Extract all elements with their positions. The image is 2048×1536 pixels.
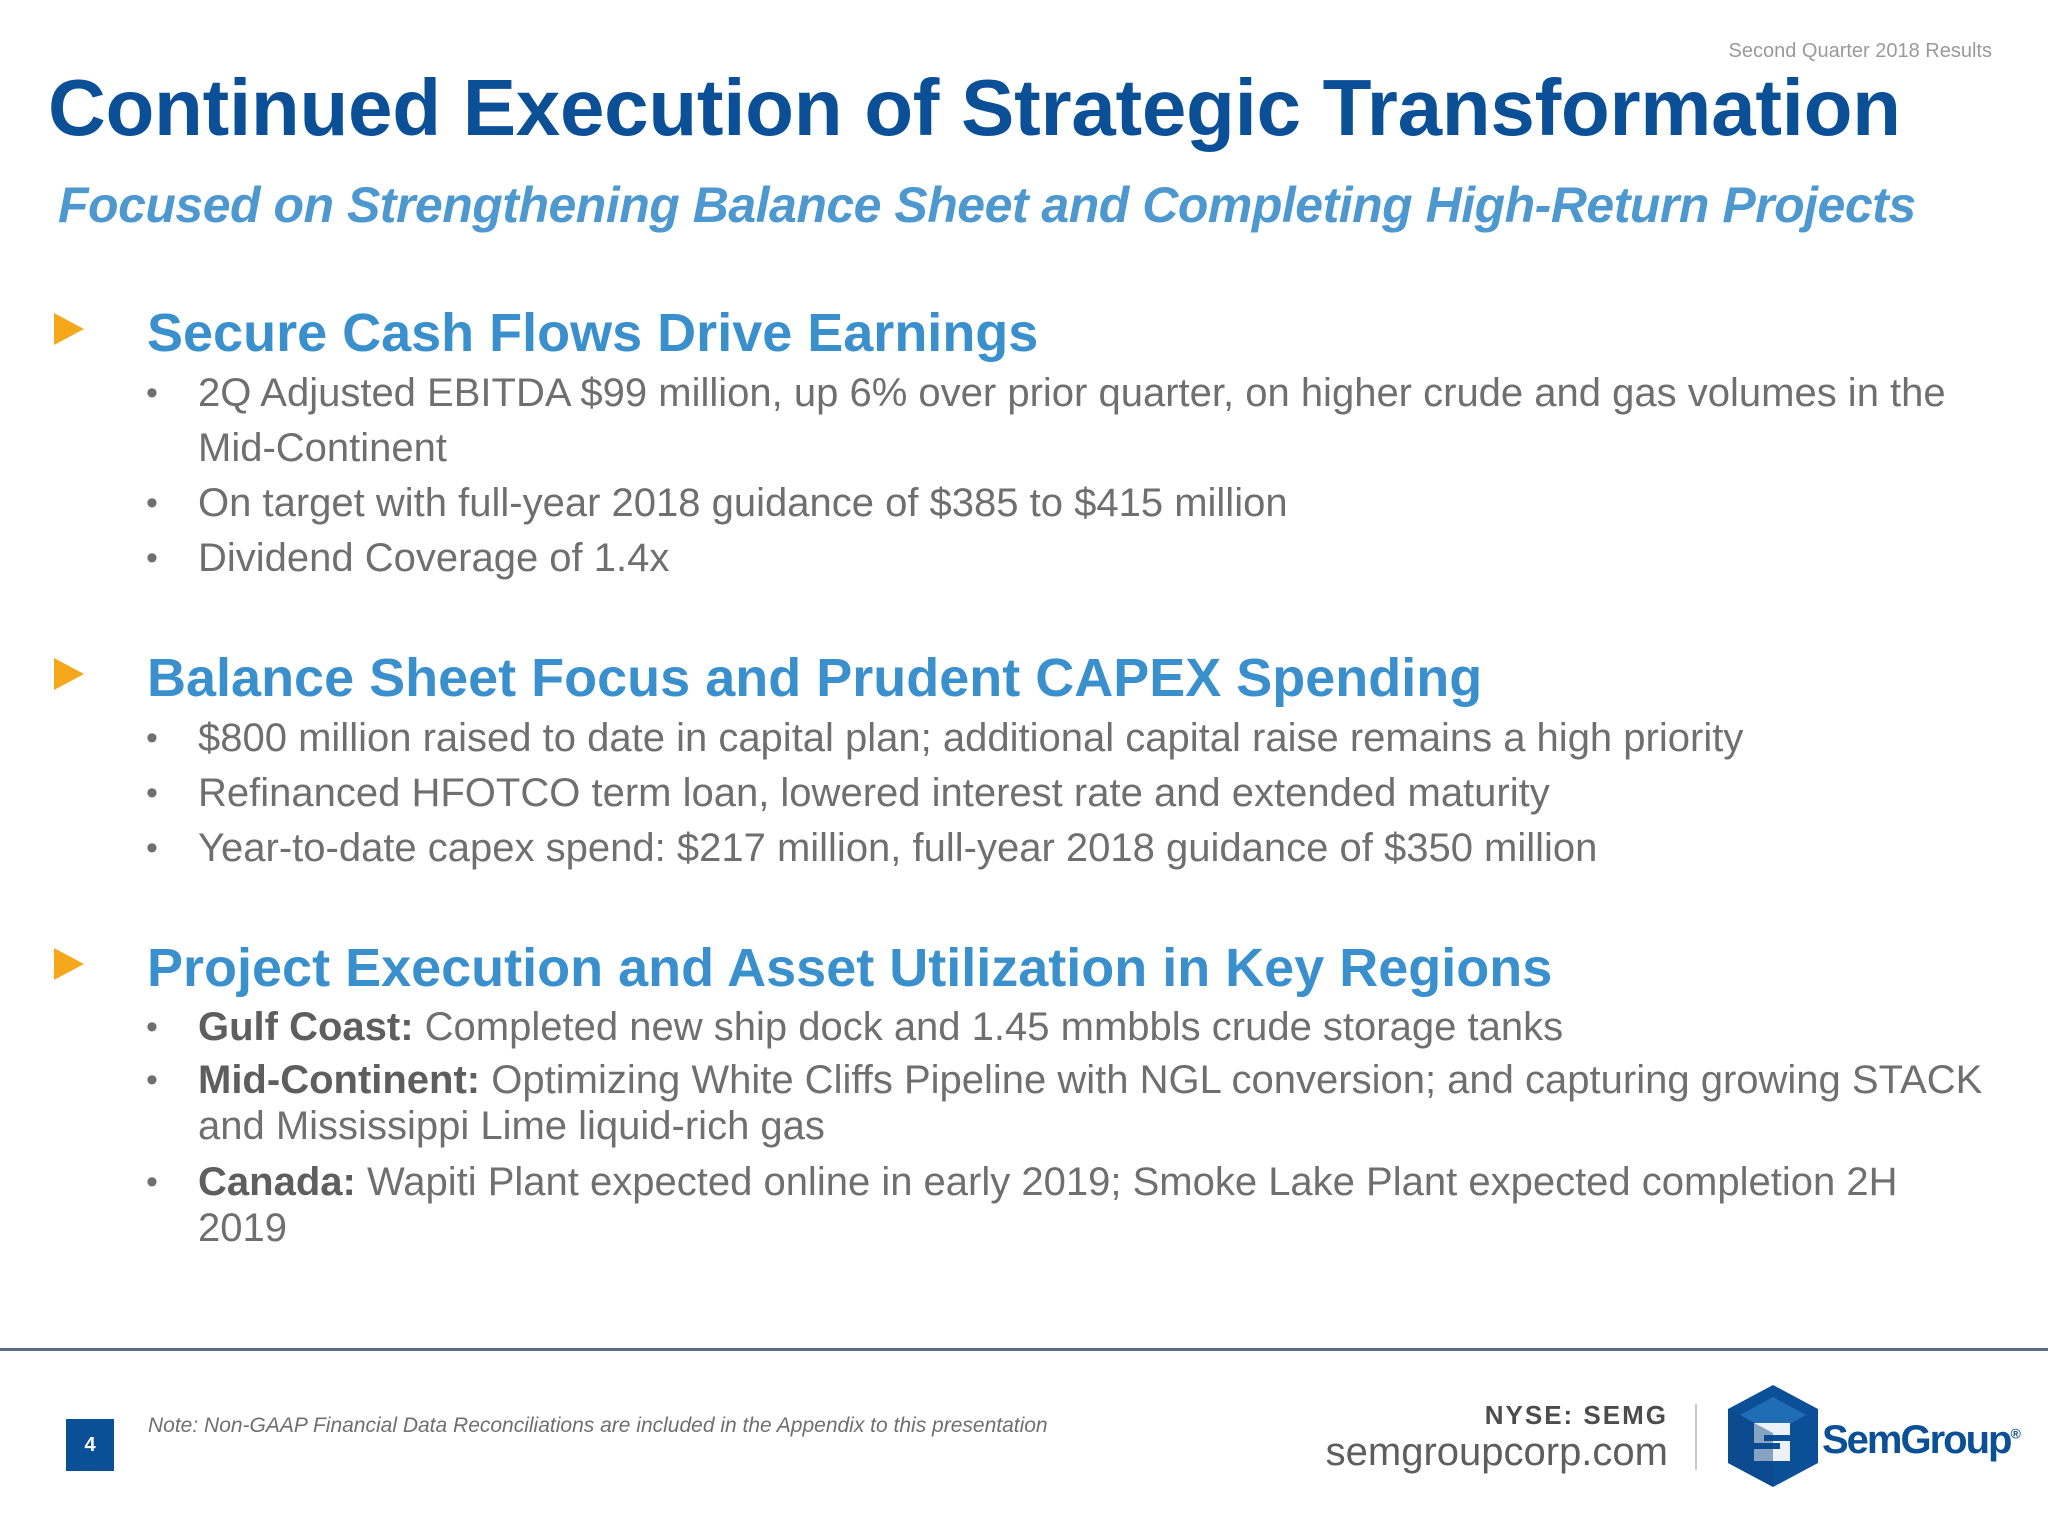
bullet-icon: • [146,719,158,757]
list-item: • Year-to-date capex spend: $217 million… [0,821,2048,876]
footer-note: Note: Non-GAAP Financial Data Reconcilia… [148,1414,1048,1437]
registered-mark: ® [2010,1425,2021,1442]
bullet-text: Wapiti Plant expected online in early 20… [198,1160,1898,1250]
section-title: Secure Cash Flows Drive Earnings [147,303,1039,363]
bullet-text: Optimizing White Cliffs Pipeline with NG… [198,1058,1983,1148]
bullet-icon: • [146,374,158,412]
ticker-symbol: NYSE: SEMG [1484,1400,1668,1430]
bullet-icon: • [146,484,158,522]
bullet-text: Refinanced HFOTCO term loan, lowered int… [198,771,1550,815]
region-label: Mid-Continent: [198,1058,481,1102]
bullet-text: On target with full-year 2018 guidance o… [198,481,1288,525]
section-balance-sheet: Balance Sheet Focus and Prudent CAPEX Sp… [0,645,2048,876]
bullet-text: 2Q Adjusted EBITDA $99 million, up 6% ov… [198,371,1946,470]
bullet-icon: • [146,1163,158,1201]
page-subtitle: Focused on Strengthening Balance Sheet a… [58,177,1916,233]
bullet-text: Dividend Coverage of 1.4x [198,536,670,580]
bullet-icon: • [146,1008,158,1046]
list-item: • Mid-Continent: Optimizing White Cliffs… [0,1057,2048,1149]
region-label: Gulf Coast: [198,1005,414,1049]
section-project-execution: Project Execution and Asset Utilization … [0,935,2048,1261]
triangle-arrow-icon [54,313,84,345]
bullet-text: Year-to-date capex spend: $217 million, … [198,826,1598,870]
bullet-icon: • [146,539,158,577]
bullet-icon: • [146,1061,158,1099]
section-title: Balance Sheet Focus and Prudent CAPEX Sp… [147,648,1483,708]
footer-vertical-divider [1695,1404,1697,1470]
logo-wordmark: SemGroup [1822,1418,2012,1462]
section-cash-flows: Secure Cash Flows Drive Earnings • 2Q Ad… [0,300,2048,586]
list-item: • Canada: Wapiti Plant expected online i… [0,1159,2048,1251]
list-item: • 2Q Adjusted EBITDA $99 million, up 6% … [0,366,2048,476]
page-number: 4 [66,1419,114,1471]
bullet-icon: • [146,774,158,812]
list-item: • Dividend Coverage of 1.4x [0,531,2048,586]
website-link[interactable]: semgroupcorp.com [1325,1430,1668,1474]
company-logo-text: SemGroup® [1822,1418,2021,1463]
region-label: Canada: [198,1160,356,1204]
bullet-text: $800 million raised to date in capital p… [198,716,1744,760]
bullet-icon: • [146,829,158,867]
list-item: • $800 million raised to date in capital… [0,711,2048,766]
semgroup-logo-icon [1728,1385,1818,1487]
triangle-arrow-icon [54,658,84,690]
page-title: Continued Execution of Strategic Transfo… [48,63,1901,152]
bullet-text: Completed new ship dock and 1.45 mmbbls … [424,1005,1564,1049]
list-item: • Refinanced HFOTCO term loan, lowered i… [0,766,2048,821]
list-item: • On target with full-year 2018 guidance… [0,476,2048,531]
list-item: • Gulf Coast: Completed new ship dock an… [0,1001,2048,1053]
header-tag: Second Quarter 2018 Results [1728,40,1993,62]
section-title: Project Execution and Asset Utilization … [147,938,1553,998]
triangle-arrow-icon [54,948,84,980]
footer-divider-line [0,1348,2048,1351]
